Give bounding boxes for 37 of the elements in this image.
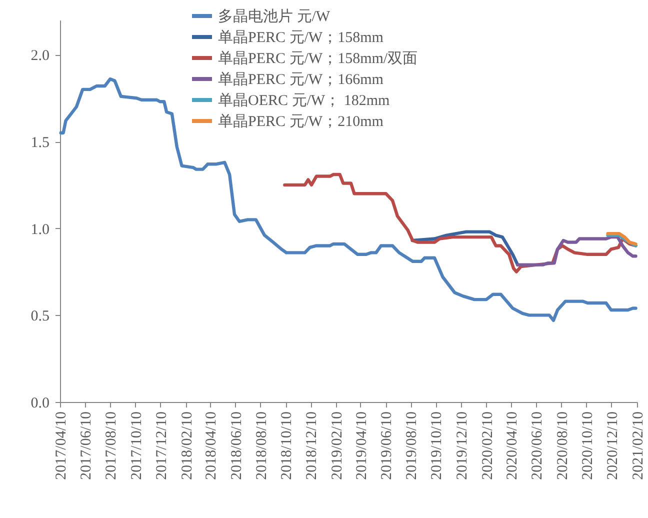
x-tick-label: 2018/12/10 [304, 412, 320, 480]
y-tick-label: 0.5 [30, 308, 50, 325]
x-tick-label: 2019/04/10 [354, 412, 370, 480]
x-tick-label: 2020/12/10 [604, 412, 621, 480]
legend-label: 单晶PERC 元/W；210mm [218, 113, 384, 130]
x-tick-label: 2021/02/10 [630, 412, 646, 480]
line-series [516, 235, 638, 266]
x-tick-label: 2018/08/10 [254, 412, 270, 480]
x-tick-label: 2019/06/10 [379, 412, 396, 480]
y-tick-label: 1.0 [30, 222, 50, 238]
x-tick-label: 2019/10/10 [429, 412, 446, 480]
x-tick-label: 2017/10/10 [128, 412, 145, 480]
x-tick-label: 2017/06/10 [78, 412, 95, 480]
x-tick-label: 2019/02/10 [330, 412, 346, 480]
legend-label: 单晶OERC 元/W； 182mm [218, 92, 390, 109]
x-tick-label: 2018/06/10 [228, 412, 245, 480]
x-tick-label: 2017/12/10 [154, 412, 170, 480]
x-tick-label: 2020/10/10 [580, 412, 596, 480]
x-tick-label: 2020/06/10 [530, 412, 546, 480]
x-tick-label: 2020/04/10 [504, 412, 521, 480]
legend-label: 单晶PERC 元/W；166mm [218, 71, 384, 88]
x-tick-label: 2017/04/10 [54, 412, 70, 480]
y-tick-label: 0.0 [30, 396, 50, 412]
legend-label: 多晶电池片 元/W [218, 8, 331, 25]
x-tick-label: 2018/04/10 [204, 412, 220, 480]
x-tick-label: 2019/12/10 [454, 412, 470, 480]
legend-label: 单晶PERC 元/W；158mm/双面 [218, 50, 418, 67]
legend-label: 单晶PERC 元/W；158mm [218, 29, 384, 46]
line-series [410, 230, 520, 266]
y-tick-label: 2.0 [30, 48, 50, 64]
x-tick-label: 2020/08/10 [554, 412, 571, 480]
x-tick-label: 2020/02/10 [480, 412, 496, 480]
x-tick-label: 2019/08/10 [404, 412, 420, 480]
x-tick-label: 2018/02/10 [179, 412, 196, 480]
x-tick-label: 2018/10/10 [279, 412, 296, 480]
x-tick-label: 2017/08/10 [104, 412, 120, 480]
y-tick-label: 1.5 [30, 135, 50, 152]
